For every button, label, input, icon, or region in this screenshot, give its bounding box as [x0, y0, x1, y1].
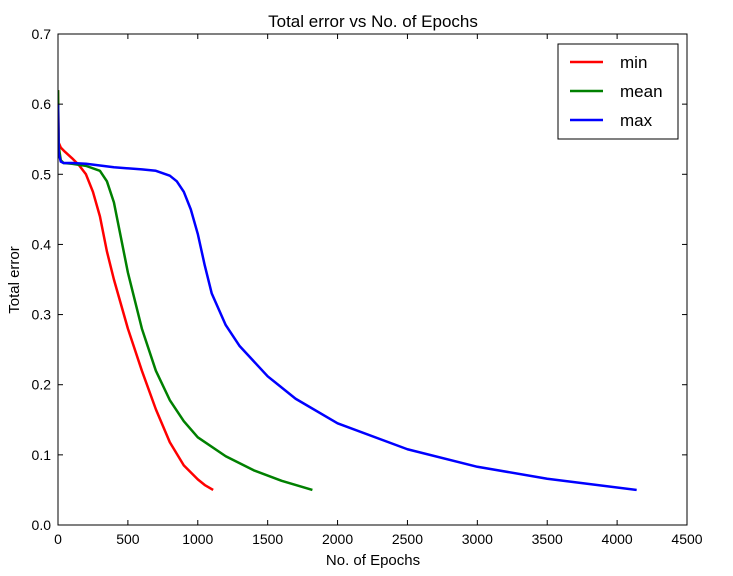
y-tick-label: 0.6: [32, 96, 52, 112]
series-line-mean: [58, 90, 313, 492]
legend-label-min: min: [620, 53, 647, 72]
y-tick-label: 0.3: [32, 307, 52, 323]
y-tick-label: 0.7: [32, 26, 52, 42]
x-tick-label: 1500: [252, 531, 283, 547]
x-tick-label: 2500: [392, 531, 423, 547]
x-tick-label: 1000: [182, 531, 213, 547]
x-tick-label: 2000: [322, 531, 353, 547]
x-tick-label: 3000: [462, 531, 493, 547]
x-axis-title: No. of Epochs: [326, 552, 420, 569]
y-axis-title: Total error: [6, 246, 23, 314]
plot-frame: [57, 33, 688, 526]
series-line-min: [58, 90, 214, 492]
y-tick-label: 0.0: [32, 517, 52, 533]
y-tick-label: 0.4: [32, 236, 52, 252]
legend-entry-max: max: [570, 111, 653, 130]
x-tick-label: 0: [54, 531, 62, 547]
x-tick-label: 500: [116, 531, 140, 547]
chart-title: Total error vs No. of Epochs: [268, 12, 478, 31]
series-line-max: [58, 104, 637, 492]
series-lines: [58, 90, 637, 492]
legend-entry-mean: mean: [570, 82, 663, 101]
x-tick-label: 3500: [532, 531, 563, 547]
y-tick-label: 0.5: [32, 166, 52, 182]
legend: min mean max: [557, 43, 679, 140]
y-tick-label: 0.2: [32, 377, 52, 393]
y-tick-label: 0.1: [32, 447, 52, 463]
plot-area: 0 500 1000 1500 2000 2500 3000 3500 4000 4500 0.0 0…: [32, 26, 703, 547]
legend-label-max: max: [620, 111, 653, 130]
x-tick-label: 4000: [602, 531, 633, 547]
legend-label-mean: mean: [620, 82, 663, 101]
x-tick-label: 4500: [671, 531, 702, 547]
legend-entry-min: min: [570, 53, 647, 72]
